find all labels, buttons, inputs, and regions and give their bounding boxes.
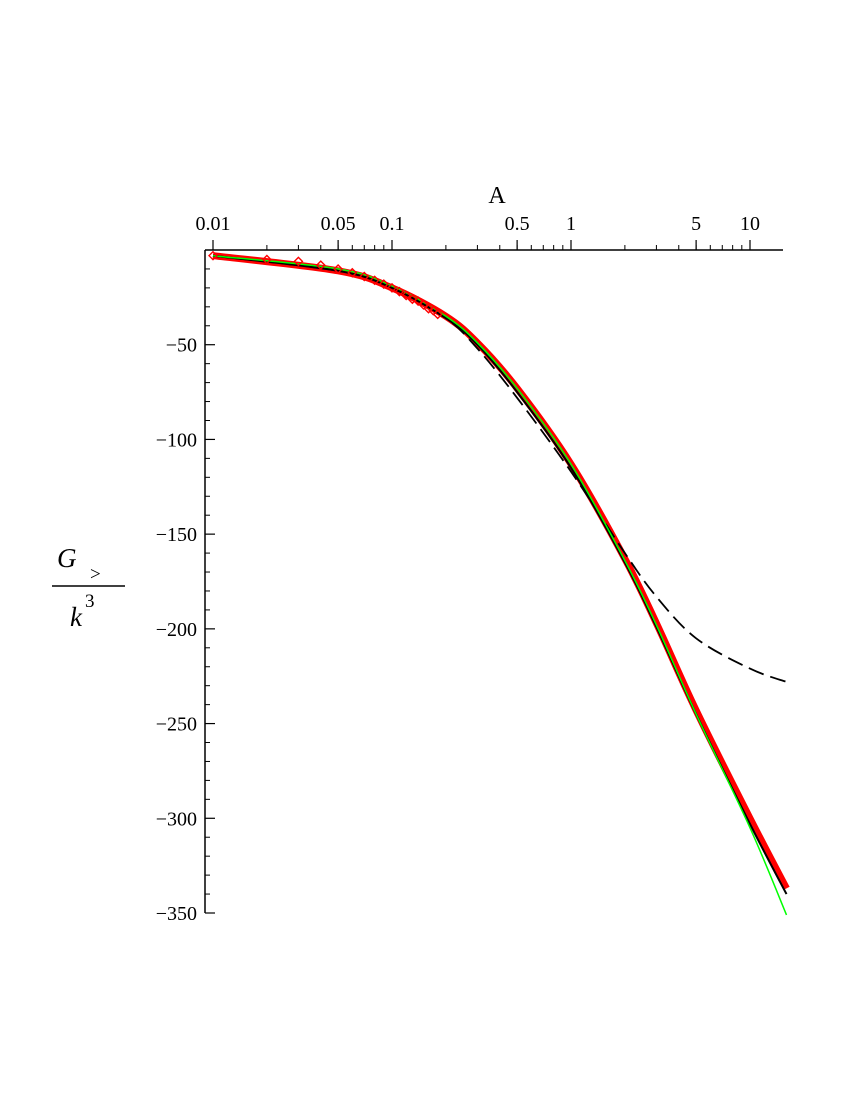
y-tick-label: −200 — [156, 619, 197, 641]
data-point-marker — [418, 299, 429, 310]
y-label-numerator-sub: > — [90, 564, 101, 585]
series-line-red — [212, 252, 790, 891]
y-tick-label: −100 — [156, 429, 197, 451]
data-point-marker — [261, 254, 272, 265]
x-tick-label: 10 — [740, 213, 760, 235]
x-tick-label: 0.01 — [196, 213, 231, 235]
data-point-marker — [347, 267, 358, 278]
y-tick-label: −150 — [156, 524, 197, 546]
x-axis-title: A — [488, 183, 506, 209]
data-point-marker — [413, 296, 424, 307]
data-point-marker — [369, 275, 380, 286]
y-tick-label: −350 — [156, 903, 197, 925]
x-tick-label: 0.5 — [505, 213, 530, 235]
data-point-marker — [387, 282, 397, 293]
series-line-black-dashed — [212, 254, 787, 683]
x-ticks: 0.01 0.05 0.1 0.5 1 5 10 — [196, 213, 760, 250]
y-label-denominator: k — [70, 602, 83, 632]
data-point-marker — [333, 263, 344, 274]
data-point-marker — [359, 271, 370, 282]
y-label-numerator: G — [57, 543, 77, 573]
x-tick-label: 0.1 — [380, 213, 405, 235]
y-label-denominator-sup: 3 — [85, 591, 95, 612]
data-point-marker — [315, 260, 326, 271]
y-tick-label: −250 — [156, 714, 197, 736]
x-tick-label: 1 — [566, 213, 576, 235]
x-tick-label: 0.05 — [321, 213, 356, 235]
y-ticks: −50 −100 −150 −200 −250 −300 −350 — [156, 335, 215, 925]
series-layer — [208, 250, 790, 916]
data-point-marker — [401, 290, 412, 301]
y-tick-label: −50 — [166, 335, 197, 357]
data-point-marker — [378, 279, 389, 290]
axes — [204, 249, 783, 913]
data-point-marker — [293, 256, 304, 267]
data-point-marker — [394, 286, 405, 297]
y-tick-label: −300 — [156, 808, 197, 830]
y-axis-title: G > k 3 — [52, 543, 125, 632]
series-line-green — [212, 254, 788, 916]
data-point-marker — [208, 250, 218, 261]
data-point-marker — [432, 309, 443, 320]
data-point-marker — [407, 294, 418, 305]
x-tick-label: 5 — [691, 213, 701, 235]
data-point-marker — [423, 303, 434, 314]
series-line-black-solid — [212, 254, 788, 895]
